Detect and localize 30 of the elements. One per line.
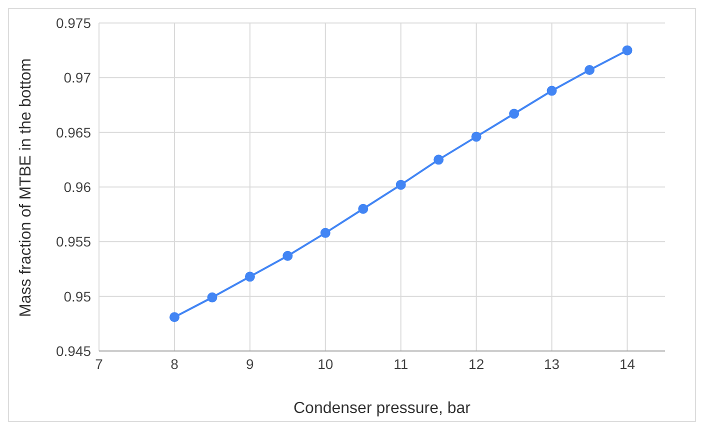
y-axis-title: Mass fraction of MTBE in the bottom [18,58,35,317]
point [244,272,255,282]
point [546,86,557,96]
x-tick-label: 8 [170,356,179,372]
point [584,65,595,76]
point [471,132,482,142]
x-tick-label: 9 [246,356,254,372]
x-tick-label: 13 [544,356,560,372]
point [358,204,368,214]
x-axis-title: Condenser pressure, bar [294,400,472,417]
x-tick-label: 14 [619,356,636,372]
point [207,292,218,302]
point [434,154,444,165]
y-tick-label: 0.955 [56,234,92,250]
x-tick-label: 7 [95,356,104,372]
y-tick-label: 0.965 [56,124,92,140]
point [320,228,330,238]
y-tick-label: 0.975 [56,14,92,31]
x-tick-label: 12 [468,356,484,372]
y-tick-label: 0.945 [56,342,92,359]
y-tick-label: 0.95 [64,288,92,304]
point [622,45,632,56]
y-tick-label: 0.96 [64,178,92,195]
point [282,250,293,261]
x-tick-label: 10 [318,356,334,372]
point [509,108,520,119]
point [396,180,406,190]
point [169,312,180,322]
x-tick-label: 11 [394,356,408,372]
y-tick-label: 0.97 [64,70,92,86]
